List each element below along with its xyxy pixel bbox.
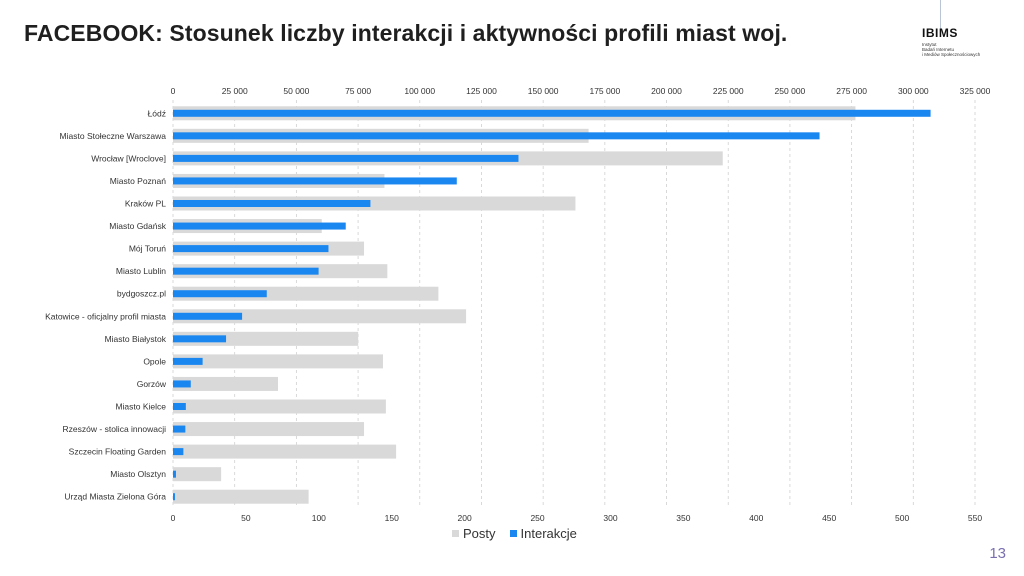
legend-item-posty: Posty	[452, 526, 496, 541]
bar-posty	[173, 309, 467, 324]
legend-swatch-posty	[452, 530, 459, 537]
bar-interakcje	[173, 290, 267, 298]
bottom-axis-tick-label: 350	[676, 513, 690, 523]
top-axis-tick-label: 200 000	[651, 86, 682, 96]
page-title: FACEBOOK: Stosunek liczby interakcji i a…	[24, 20, 788, 46]
bar-posty	[173, 399, 386, 414]
logo-subtitle: Instytut Badań Internetu i Mediów Społec…	[922, 42, 980, 57]
category-label: Miasto Stołeczne Warszawa	[60, 131, 167, 141]
legend-swatch-interakcje	[509, 530, 517, 537]
bottom-axis-tick-label: 150	[385, 513, 399, 523]
top-axis-tick-label: 250 000	[775, 86, 806, 96]
bar-interakcje	[173, 154, 519, 162]
bottom-axis-tick-label: 550	[968, 513, 982, 523]
bar-interakcje	[173, 335, 227, 343]
bar-interakcje	[173, 425, 186, 433]
bar-interakcje	[173, 493, 175, 501]
logo-name: IBIMS	[922, 26, 958, 40]
category-label: Rzeszów - stolica innowacji	[63, 424, 167, 434]
category-label: Miasto Gdańsk	[109, 221, 166, 231]
top-axis-tick-label: 75 000	[345, 86, 371, 96]
bar-interakcje	[173, 380, 191, 388]
bar-interakcje	[173, 470, 176, 478]
bottom-axis-tick-label: 50	[241, 513, 251, 523]
bar-interakcje	[173, 177, 457, 185]
top-axis-tick-label: 100 000	[404, 86, 435, 96]
bar-interakcje	[173, 109, 931, 117]
top-axis-tick-label: 175 000	[589, 86, 620, 96]
logo-subtitle-line: Badań Internetu	[922, 47, 955, 52]
bar-interakcje	[173, 403, 186, 410]
legend-label-posty: Posty	[463, 526, 496, 541]
top-axis-tick-label: 0	[171, 86, 176, 96]
bar-interakcje	[173, 312, 243, 320]
category-label: bydgoszcz.pl	[117, 289, 166, 299]
bottom-axis-tick-label: 500	[895, 513, 909, 523]
bar-posty	[173, 422, 365, 437]
bar-interakcje	[173, 448, 184, 456]
category-label: Szczecin Floating Garden	[69, 447, 167, 457]
category-label: Wrocław [Wroclove]	[91, 153, 166, 163]
top-axis-tick-label: 125 000	[466, 86, 497, 96]
category-label: Katowice - oficjalny profil miasta	[45, 311, 166, 321]
category-label: Kraków PL	[125, 199, 166, 209]
bottom-axis-tick-label: 100	[312, 513, 326, 523]
bottom-axis-tick-label: 0	[171, 513, 176, 523]
logo-divider	[940, 0, 941, 30]
bottom-axis-tick-label: 300	[603, 513, 617, 523]
bar-posty	[173, 444, 397, 459]
top-axis-tick-label: 325 000	[960, 86, 991, 96]
bar-interakcje	[173, 245, 329, 253]
bottom-axis-tick-label: 200	[458, 513, 472, 523]
category-label: Łódź	[148, 108, 166, 118]
bar-posty	[173, 376, 278, 391]
category-label: Urząd Miasta Zielona Góra	[64, 492, 166, 502]
logo-subtitle-line: i Mediów Społecznościowych	[922, 52, 981, 57]
top-axis-tick-label: 25 000	[222, 86, 248, 96]
bottom-axis-tick-label: 400	[749, 513, 763, 523]
legend-label-interakcje: Interakcje	[520, 526, 577, 541]
page-number: 13	[989, 545, 1006, 562]
top-axis-tick-label: 275 000	[836, 86, 867, 96]
category-label: Miasto Białystok	[105, 334, 167, 344]
category-label: Opole	[143, 356, 166, 366]
logo-subtitle-line: Instytut	[922, 42, 937, 47]
bar-interakcje	[173, 132, 820, 140]
bar-interakcje	[173, 222, 346, 230]
category-label: Miasto Olsztyn	[110, 469, 166, 479]
top-axis-tick-label: 300 000	[898, 86, 929, 96]
top-axis-tick-label: 225 000	[713, 86, 744, 96]
bar-posty	[173, 467, 222, 482]
category-label: Miasto Kielce	[115, 402, 166, 412]
bar-interakcje	[173, 267, 319, 275]
chart-legend: Posty Interakcje	[452, 526, 577, 541]
top-axis-tick-label: 150 000	[528, 86, 559, 96]
top-axis-tick-label: 50 000	[283, 86, 309, 96]
bar-interakcje	[173, 200, 371, 207]
bar-posty	[173, 489, 309, 504]
category-label: Gorzów	[137, 379, 167, 389]
bar-interakcje	[173, 357, 203, 365]
bottom-axis-tick-label: 450	[822, 513, 836, 523]
bar-posty	[173, 354, 383, 369]
bottom-axis-tick-label: 250	[530, 513, 544, 523]
legend-item-interakcje: Interakcje	[509, 526, 577, 541]
category-label: Miasto Poznań	[110, 176, 166, 186]
category-label: Mój Toruń	[129, 244, 166, 254]
category-label: Miasto Lublin	[116, 266, 166, 276]
